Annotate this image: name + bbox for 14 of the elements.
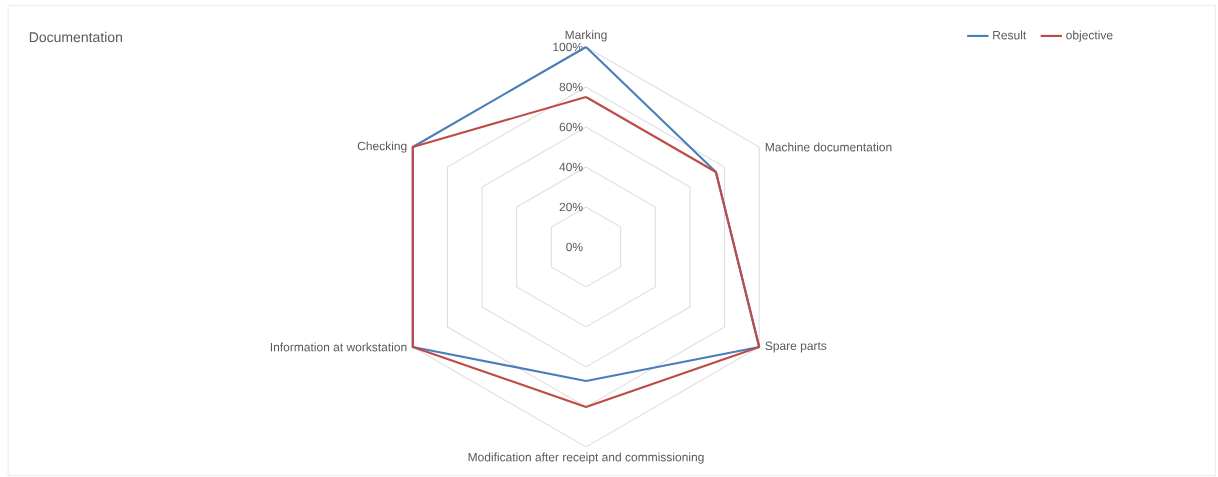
spoke-label: Marking [565, 30, 607, 42]
spoke-label: Machine documentation [765, 142, 892, 152]
y-tick-label: 20% [559, 202, 583, 212]
y-tick-label: 60% [559, 122, 583, 132]
spoke-label: Checking [357, 141, 407, 153]
y-tick-label: 80% [559, 82, 583, 92]
text: Documentation [29, 31, 122, 43]
spoke-label: Information at workstation [270, 342, 407, 352]
spoke-label: Spare parts [765, 341, 827, 353]
spoke-label: Modification after receipt and commissioning [468, 452, 704, 464]
y-tick-label: 40% [559, 162, 583, 172]
y-tick-label: 0% [566, 242, 583, 252]
legend-label: Result [993, 30, 1027, 40]
legend-label: objective [1066, 30, 1113, 42]
